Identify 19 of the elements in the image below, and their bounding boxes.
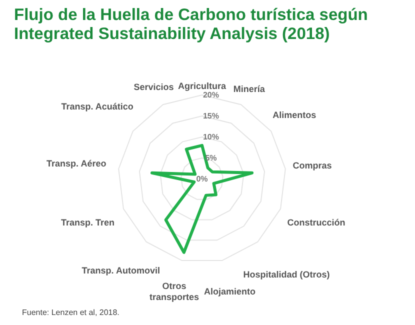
spoke-label: Transp. Automovil: [82, 266, 160, 276]
spoke-label: Servicios: [134, 82, 174, 92]
spoke-label: Transp. Tren: [61, 217, 115, 228]
y-tick-label: 10%: [202, 132, 220, 142]
spoke-label: Agricultura: [178, 81, 227, 91]
spoke-label: Construcción: [287, 217, 346, 228]
spoke-label: Alimentos: [272, 110, 316, 120]
source-note: Fuente: Lenzen et al, 2018.: [22, 308, 120, 317]
spoke-label: Compras: [292, 160, 332, 171]
y-tick-label: 20%: [202, 90, 220, 100]
spoke-label: Alojamiento: [204, 286, 256, 296]
spoke-label: Hospitalidad (Otros): [243, 269, 330, 280]
spoke-label: Minería: [233, 84, 266, 94]
spoke-label: Transp. Aéreo: [46, 158, 107, 169]
y-tick-label: 0%: [196, 174, 208, 184]
spoke-label: Transp. Acuático: [61, 102, 134, 112]
spoke-label: Otros transportes: [150, 280, 200, 302]
chart-title: Flujo de la Huella de Carbono turística según Integrated Sustainability Analysis (2018): [14, 6, 369, 44]
y-tick-label: 15%: [202, 112, 220, 120]
